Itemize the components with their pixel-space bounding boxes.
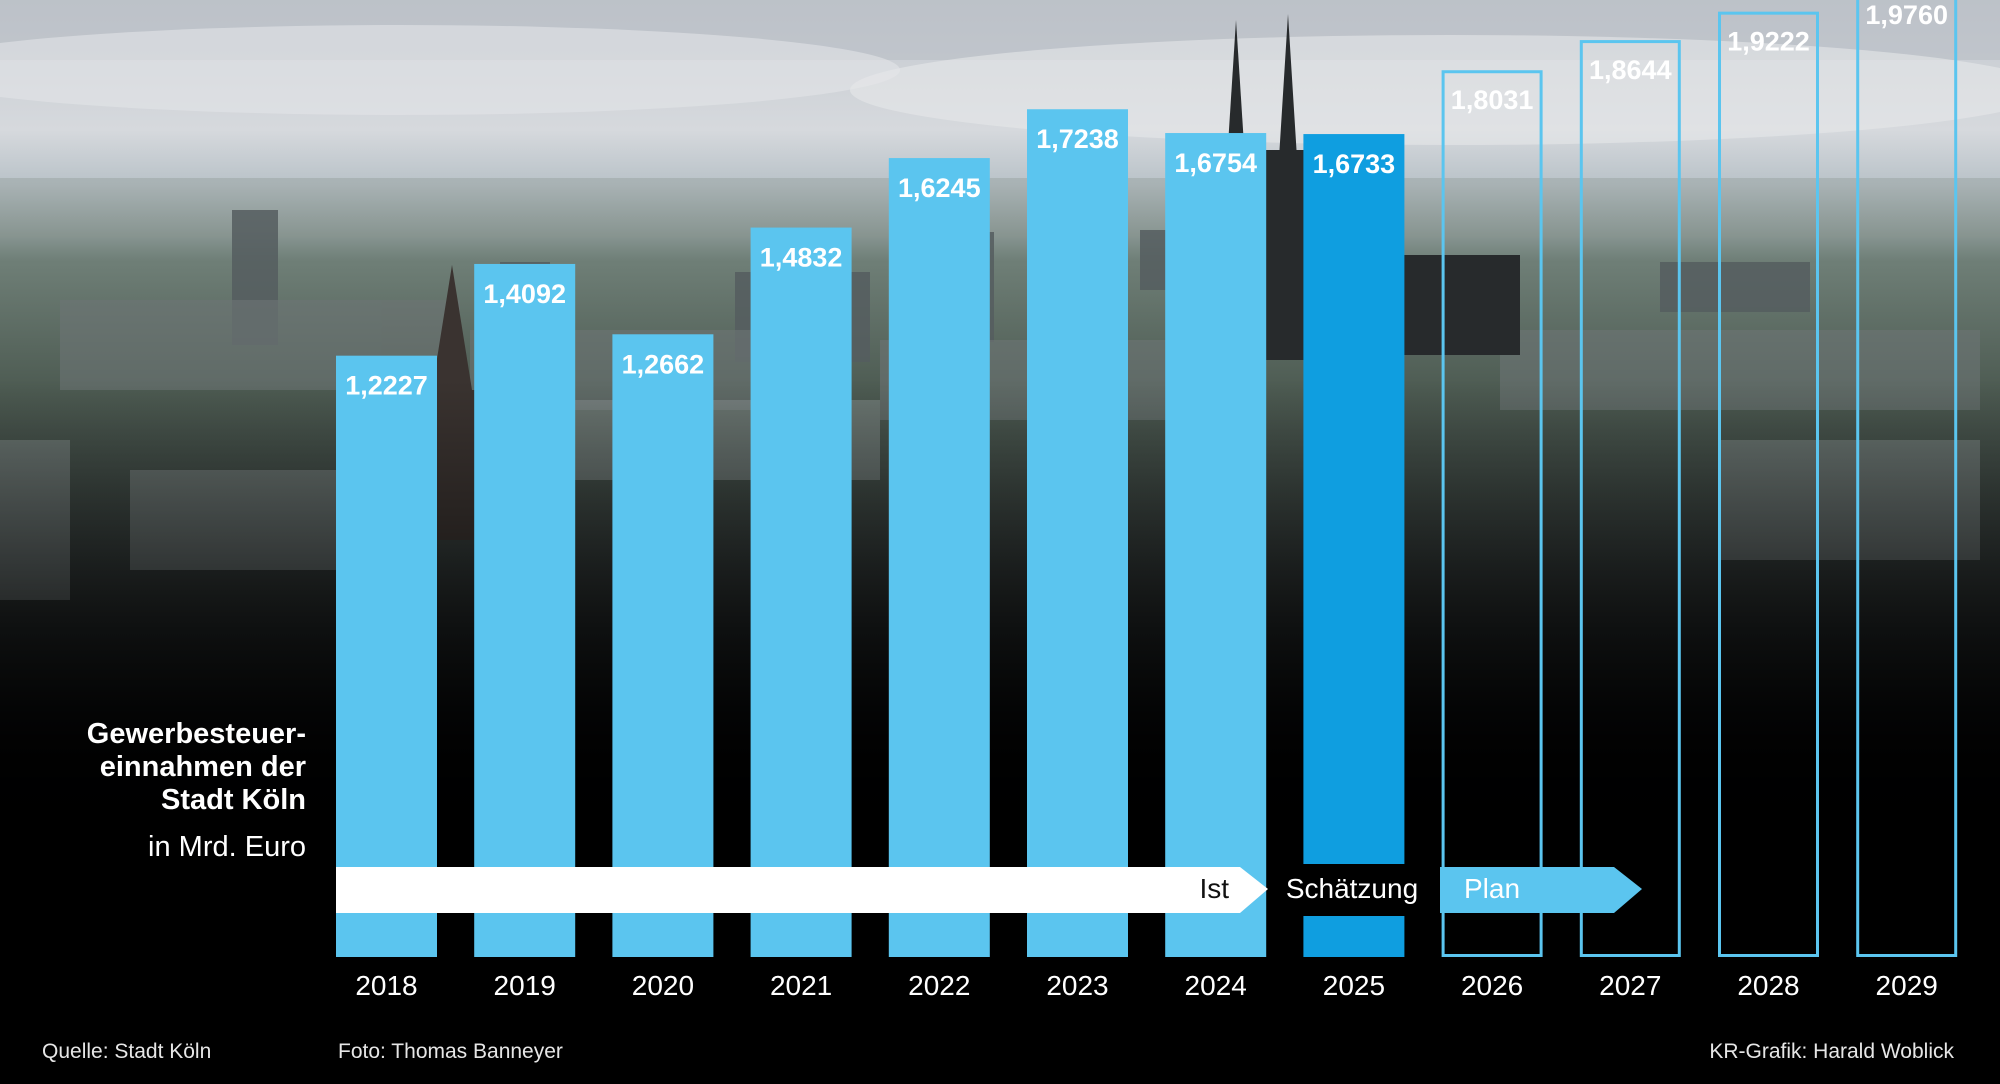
year-label-2024: 2024 bbox=[1185, 970, 1247, 1001]
footer-source: Quelle: Stadt Köln bbox=[42, 1040, 212, 1063]
value-label-2019: 1,4092 bbox=[483, 279, 566, 309]
year-label-2027: 2027 bbox=[1599, 970, 1661, 1001]
bar-2027 bbox=[1579, 40, 1681, 958]
year-label-2020: 2020 bbox=[632, 970, 694, 1001]
year-label-2029: 2029 bbox=[1876, 970, 1938, 1001]
footer-photo-credit: Foto: Thomas Banneyer bbox=[338, 1040, 563, 1063]
value-label-2028: 1,9222 bbox=[1727, 27, 1810, 57]
bar-2024 bbox=[1165, 133, 1267, 958]
year-label-2023: 2023 bbox=[1046, 970, 1108, 1001]
value-label-2024: 1,6754 bbox=[1174, 148, 1257, 178]
bar-2021 bbox=[750, 227, 852, 957]
bar-2029 bbox=[1856, 0, 1958, 958]
chart-title-line-2: einnahmen der bbox=[99, 751, 306, 783]
year-label-2028: 2028 bbox=[1737, 970, 1799, 1001]
year-label-2026: 2026 bbox=[1461, 970, 1523, 1001]
plan-arrow bbox=[1440, 867, 1642, 913]
bar-2023 bbox=[1027, 109, 1128, 957]
chart-title-block: Gewerbesteuer- einnahmen der Stadt Köln … bbox=[87, 718, 306, 864]
footer-graphic-credit: KR-Grafik: Harald Woblick bbox=[1709, 1040, 1954, 1063]
chart-title-line-1: Gewerbesteuer- bbox=[86, 718, 306, 750]
value-label-2027: 1,8644 bbox=[1589, 55, 1672, 85]
value-label-2021: 1,4832 bbox=[760, 243, 843, 273]
bar-2018 bbox=[336, 355, 437, 957]
bar-2020 bbox=[612, 334, 714, 957]
year-label-2018: 2018 bbox=[355, 970, 417, 1001]
year-label-2022: 2022 bbox=[908, 970, 970, 1001]
year-label-2021: 2021 bbox=[770, 970, 832, 1001]
value-label-2026: 1,8031 bbox=[1451, 85, 1534, 115]
value-label-2023: 1,7238 bbox=[1036, 124, 1119, 154]
phase-arrows bbox=[336, 867, 1642, 913]
bar-2025-lower bbox=[1303, 916, 1405, 957]
bar-2019 bbox=[474, 263, 576, 957]
bar-2025 bbox=[1303, 134, 1405, 865]
value-label-2025: 1,6733 bbox=[1313, 149, 1396, 179]
value-label-2022: 1,6245 bbox=[898, 173, 981, 203]
phase-label-schaetzung: Schätzung bbox=[1286, 873, 1418, 904]
value-label-2018: 1,2227 bbox=[345, 371, 428, 401]
value-label-2020: 1,2662 bbox=[622, 349, 705, 379]
chart-unit: in Mrd. Euro bbox=[148, 831, 306, 863]
phase-label-plan: Plan bbox=[1464, 873, 1520, 904]
value-label-2029: 1,9760 bbox=[1865, 0, 1948, 30]
phase-label-ist: Ist bbox=[1199, 873, 1229, 904]
bar-2022 bbox=[888, 158, 990, 957]
ist-arrow bbox=[336, 867, 1268, 913]
bar-2028 bbox=[1718, 11, 1819, 957]
chart-title-line-3: Stadt Köln bbox=[161, 784, 306, 816]
year-label-2019: 2019 bbox=[494, 970, 556, 1001]
x-axis-tick-labels: 2018 2019 2020 2021 2022 2023 2024 2025 2026 2027… bbox=[355, 970, 1937, 1001]
year-label-2025: 2025 bbox=[1323, 970, 1385, 1001]
bar-group: 1,2227 1,4092 1,2662 1,4832 1,6245 1,7238 1,67… bbox=[336, 0, 1958, 958]
bar-2026 bbox=[1441, 70, 1543, 958]
